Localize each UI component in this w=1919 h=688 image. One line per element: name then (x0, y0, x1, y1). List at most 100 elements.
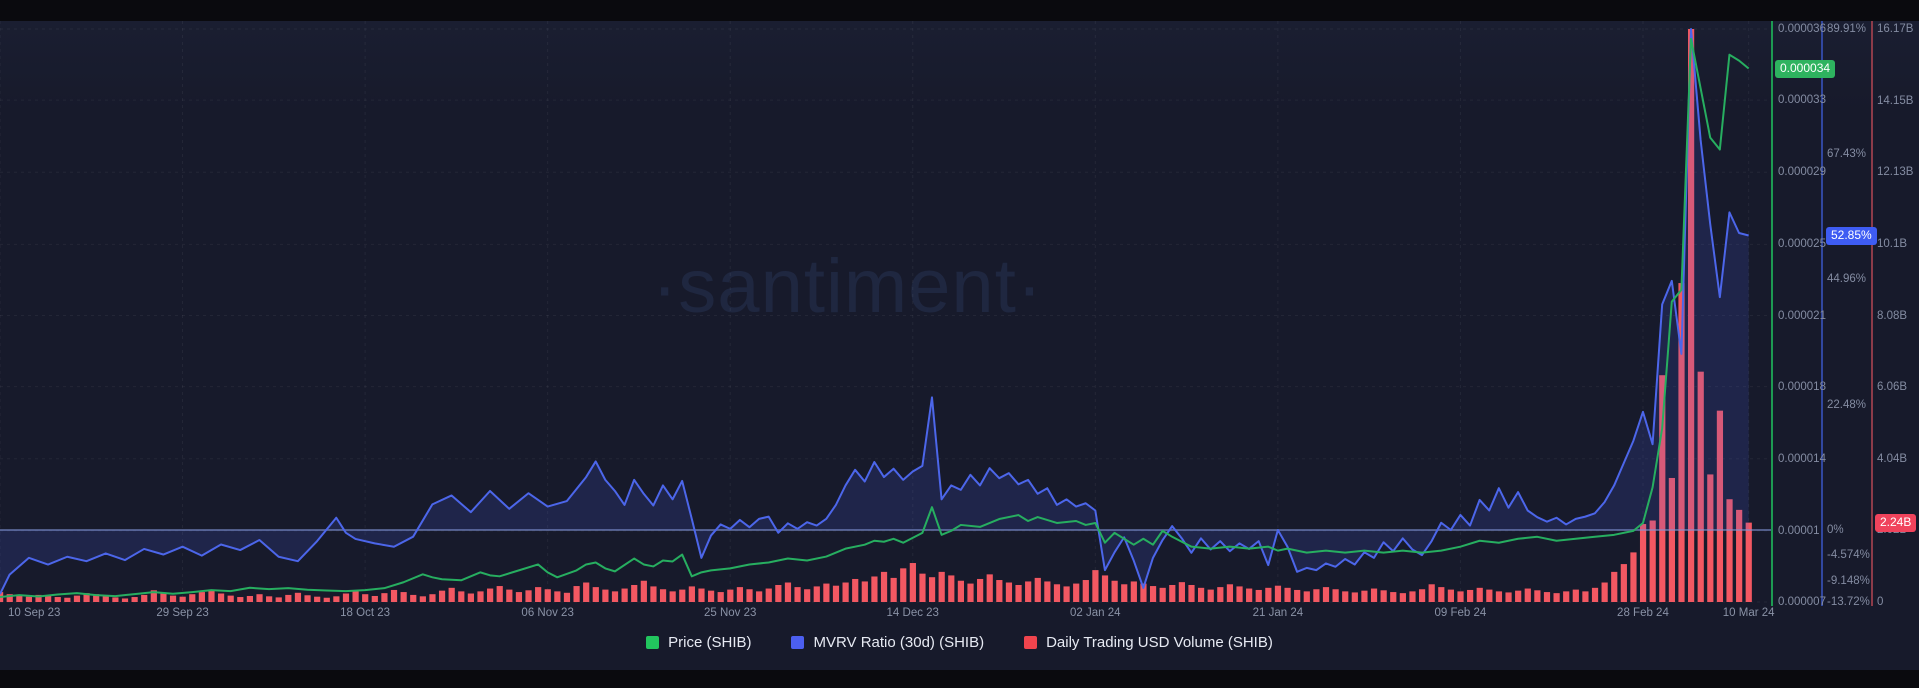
volume-bar (1313, 589, 1320, 602)
volume-bar (852, 578, 859, 602)
volume-bar (237, 597, 244, 602)
volume-bar (1082, 580, 1089, 602)
mvrv-area-fill (0, 29, 1749, 595)
volume-bar (390, 589, 398, 602)
x-axis-date-label: 28 Feb 24 (1617, 607, 1669, 619)
volume-bar (1601, 582, 1608, 602)
volume-bar (909, 563, 916, 602)
volume-bar (477, 591, 484, 602)
volume-bar (381, 593, 388, 602)
volume-bar (1515, 590, 1522, 602)
x-axis-date-label: 29 Sep 23 (156, 607, 209, 619)
legend-item-2[interactable]: Daily Trading USD Volume (SHIB) (1024, 634, 1273, 651)
volume-bar (775, 584, 782, 602)
volume-bar (1284, 587, 1291, 602)
volume-bar (1572, 589, 1579, 602)
volume-bar (160, 593, 167, 602)
volume-bar (621, 588, 628, 602)
volume-bar (1370, 588, 1378, 602)
x-axis-date-label: 10 Mar 24 (1722, 607, 1775, 619)
volume-bar (1236, 586, 1243, 602)
volume-bar (1399, 593, 1406, 602)
volume-bar (650, 586, 657, 602)
volume-bar (1322, 587, 1330, 602)
volume-bar (35, 594, 42, 602)
volume-bar (1092, 570, 1099, 602)
volume-axis-tick: 16.17B (1877, 23, 1914, 35)
volume-bar (1073, 583, 1080, 602)
volume-bar (535, 587, 542, 602)
price-axis-tick: 0.000025 (1778, 238, 1826, 251)
volume-bar (1130, 581, 1137, 602)
volume-bar (342, 593, 350, 602)
volume-bar (1140, 583, 1147, 602)
volume-bar (563, 592, 571, 602)
volume-bar (928, 577, 936, 602)
volume-bar (977, 578, 984, 602)
volume-bar (717, 592, 724, 602)
chart-canvas[interactable]: ·santiment· 0.000036 0.000033 0.000029 0.00… (0, 21, 1919, 670)
volume-bar (1476, 587, 1483, 602)
legend-swatch-icon (1024, 636, 1038, 649)
mvrv-axis-tick: 22.48% (1827, 398, 1867, 411)
volume-bar (438, 590, 446, 602)
price-line (0, 37, 1750, 599)
plot-area[interactable] (0, 21, 1919, 670)
chart-legend: Price (SHIB) MVRV Ratio (30d) (SHIB) Daily… (0, 634, 1919, 651)
volume-bar (832, 585, 840, 602)
volume-bar (73, 595, 81, 602)
x-axis-date-label: 09 Feb 24 (1434, 607, 1487, 619)
volume-bar (1582, 591, 1589, 602)
volume-bar (1226, 584, 1234, 602)
volume-bar (900, 568, 907, 602)
volume-bar (996, 580, 1003, 602)
volume-bar (880, 571, 888, 602)
volume-bar (131, 597, 138, 602)
volume-bar (1390, 592, 1397, 602)
x-axis-date-label: 02 Jan 24 (1070, 607, 1121, 619)
volume-bar (1044, 581, 1051, 602)
volume-bar (679, 589, 686, 602)
volume-bar (1274, 585, 1282, 602)
legend-item-1[interactable]: MVRV Ratio (30d) (SHIB) (791, 634, 984, 651)
legend-item-0[interactable]: Price (SHIB) (646, 634, 751, 651)
volume-bar (1303, 591, 1310, 602)
volume-bar (544, 589, 551, 602)
volume-bar (1418, 589, 1426, 602)
volume-bar (1015, 584, 1022, 602)
volume-bar (1101, 575, 1109, 602)
volume-bar (698, 588, 705, 602)
volume-bar (1351, 592, 1358, 602)
volume-bar (323, 597, 330, 602)
mvrv-latest-value-badge: 52.85% (1826, 226, 1877, 245)
volume-bar (1169, 584, 1176, 602)
volume-bar (362, 594, 369, 602)
price-axis-tick: 0.000036 (1778, 23, 1826, 35)
volume-bar (16, 595, 23, 602)
volume-bar (198, 592, 205, 602)
volume-bar (304, 595, 311, 602)
x-axis-date-label: 10 Sep 23 (8, 607, 61, 619)
x-axis-date-label: 21 Jan 24 (1252, 607, 1304, 619)
volume-bar (314, 596, 321, 602)
price-axis-tick: 0.000021 (1778, 309, 1826, 322)
mvrv-axis-tick: -9.148% (1827, 574, 1870, 587)
volume-bar (1630, 552, 1637, 602)
volume-bar (1217, 587, 1224, 602)
volume-axis-tick: 0 (1877, 596, 1884, 608)
volume-bar (487, 588, 494, 602)
volume-bar (1495, 591, 1503, 602)
volume-bar (496, 586, 503, 602)
volume-bar (1707, 474, 1714, 602)
volume-bar (1246, 588, 1253, 602)
volume-bar (179, 596, 186, 602)
volume-latest-value-badge: 2.24B (1875, 513, 1917, 532)
volume-bar (150, 590, 157, 602)
legend-swatch-icon (646, 636, 660, 649)
volume-bar (1505, 592, 1512, 602)
volume-bar (583, 582, 590, 602)
volume-axis-tick: 4.04B (1877, 452, 1908, 465)
volume-bar (371, 595, 378, 602)
volume-bar (1361, 590, 1368, 602)
volume-bar (1745, 522, 1752, 602)
